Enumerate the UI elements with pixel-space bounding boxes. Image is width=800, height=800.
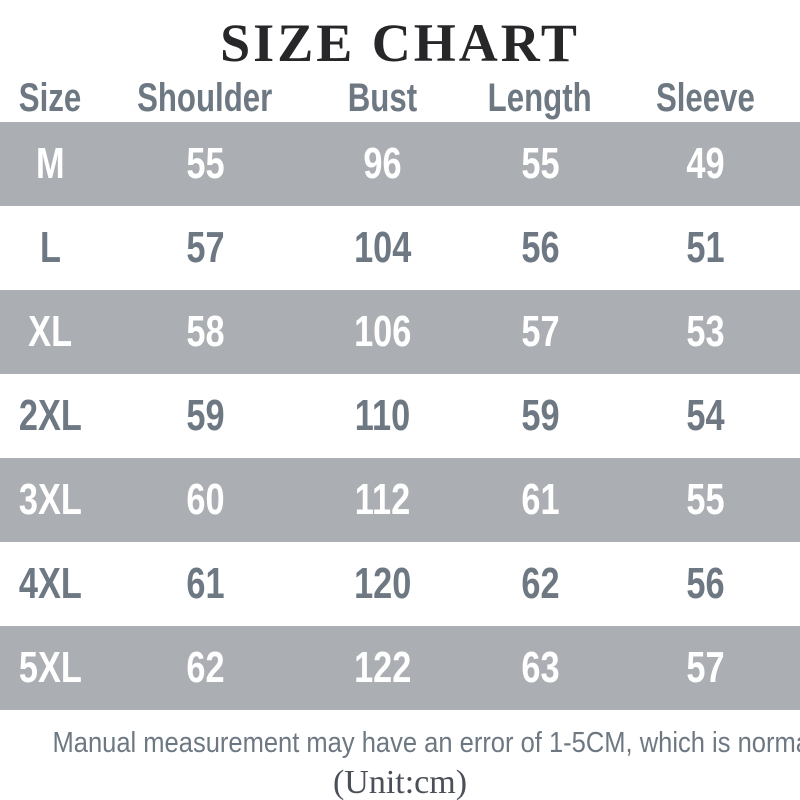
table-cell-shoulder: 62 bbox=[185, 643, 225, 692]
table-cell-bust: 122 bbox=[353, 643, 412, 692]
size-table-body: M 55 96 55 49 L 57 104 56 51 XL 58 106 5… bbox=[0, 122, 800, 710]
table-cell-size: L bbox=[39, 223, 61, 272]
table-cell-sleeve: 56 bbox=[685, 559, 725, 608]
table-cell-length: 56 bbox=[520, 223, 560, 272]
table-row: XL 58 106 57 53 bbox=[0, 290, 800, 374]
header-sleeve: Sleeve bbox=[655, 76, 755, 120]
header-size: Size bbox=[18, 76, 82, 120]
header-length: Length bbox=[488, 76, 592, 120]
table-row: 5XL 62 122 63 57 bbox=[0, 626, 800, 710]
table-cell-length: 62 bbox=[520, 559, 560, 608]
measurement-note: Manual measurement may have an error of … bbox=[52, 727, 800, 759]
table-cell-bust: 96 bbox=[363, 139, 402, 188]
table-cell-bust: 120 bbox=[353, 559, 412, 608]
table-cell-sleeve: 57 bbox=[685, 643, 725, 692]
table-cell-length: 63 bbox=[520, 643, 560, 692]
table-row: 2XL 59 110 59 54 bbox=[0, 374, 800, 458]
table-cell-length: 61 bbox=[520, 475, 560, 524]
table-cell-shoulder: 58 bbox=[185, 307, 225, 356]
table-cell-size: 5XL bbox=[18, 643, 82, 692]
table-cell-size: 3XL bbox=[18, 475, 82, 524]
table-cell-shoulder: 55 bbox=[185, 139, 225, 188]
table-cell-sleeve: 49 bbox=[685, 139, 725, 188]
table-cell-length: 57 bbox=[520, 307, 560, 356]
table-cell-sleeve: 51 bbox=[685, 223, 725, 272]
table-cell-size: XL bbox=[28, 307, 72, 356]
footer: Manual measurement may have an error of … bbox=[0, 726, 800, 800]
table-header-row: Size Shoulder Bust Length Sleeve bbox=[0, 74, 800, 122]
table-cell-bust: 112 bbox=[354, 475, 411, 524]
table-cell-shoulder: 59 bbox=[185, 391, 225, 440]
table-row: 4XL 61 120 62 56 bbox=[0, 542, 800, 626]
table-cell-length: 59 bbox=[520, 391, 560, 440]
page-title: SIZE CHART bbox=[220, 13, 580, 73]
unit-label: (Unit:cm) bbox=[332, 764, 468, 800]
table-cell-bust: 104 bbox=[353, 223, 412, 272]
table-cell-sleeve: 54 bbox=[685, 391, 725, 440]
table-cell-shoulder: 57 bbox=[185, 223, 225, 272]
table-cell-size: 4XL bbox=[18, 559, 82, 608]
table-cell-sleeve: 55 bbox=[685, 475, 725, 524]
table-cell-shoulder: 61 bbox=[185, 559, 225, 608]
table-cell-length: 55 bbox=[520, 139, 560, 188]
header-bust: Bust bbox=[347, 76, 418, 120]
table-row: 3XL 60 112 61 55 bbox=[0, 458, 800, 542]
table-cell-shoulder: 60 bbox=[185, 475, 225, 524]
table-cell-sleeve: 53 bbox=[685, 307, 725, 356]
header-shoulder: Shoulder bbox=[137, 76, 273, 120]
table-row: L 57 104 56 51 bbox=[0, 206, 800, 290]
table-cell-bust: 110 bbox=[354, 391, 411, 440]
table-cell-size: M bbox=[35, 139, 65, 188]
table-cell-bust: 106 bbox=[353, 307, 412, 356]
table-cell-size: 2XL bbox=[18, 391, 82, 440]
table-row: M 55 96 55 49 bbox=[0, 122, 800, 206]
